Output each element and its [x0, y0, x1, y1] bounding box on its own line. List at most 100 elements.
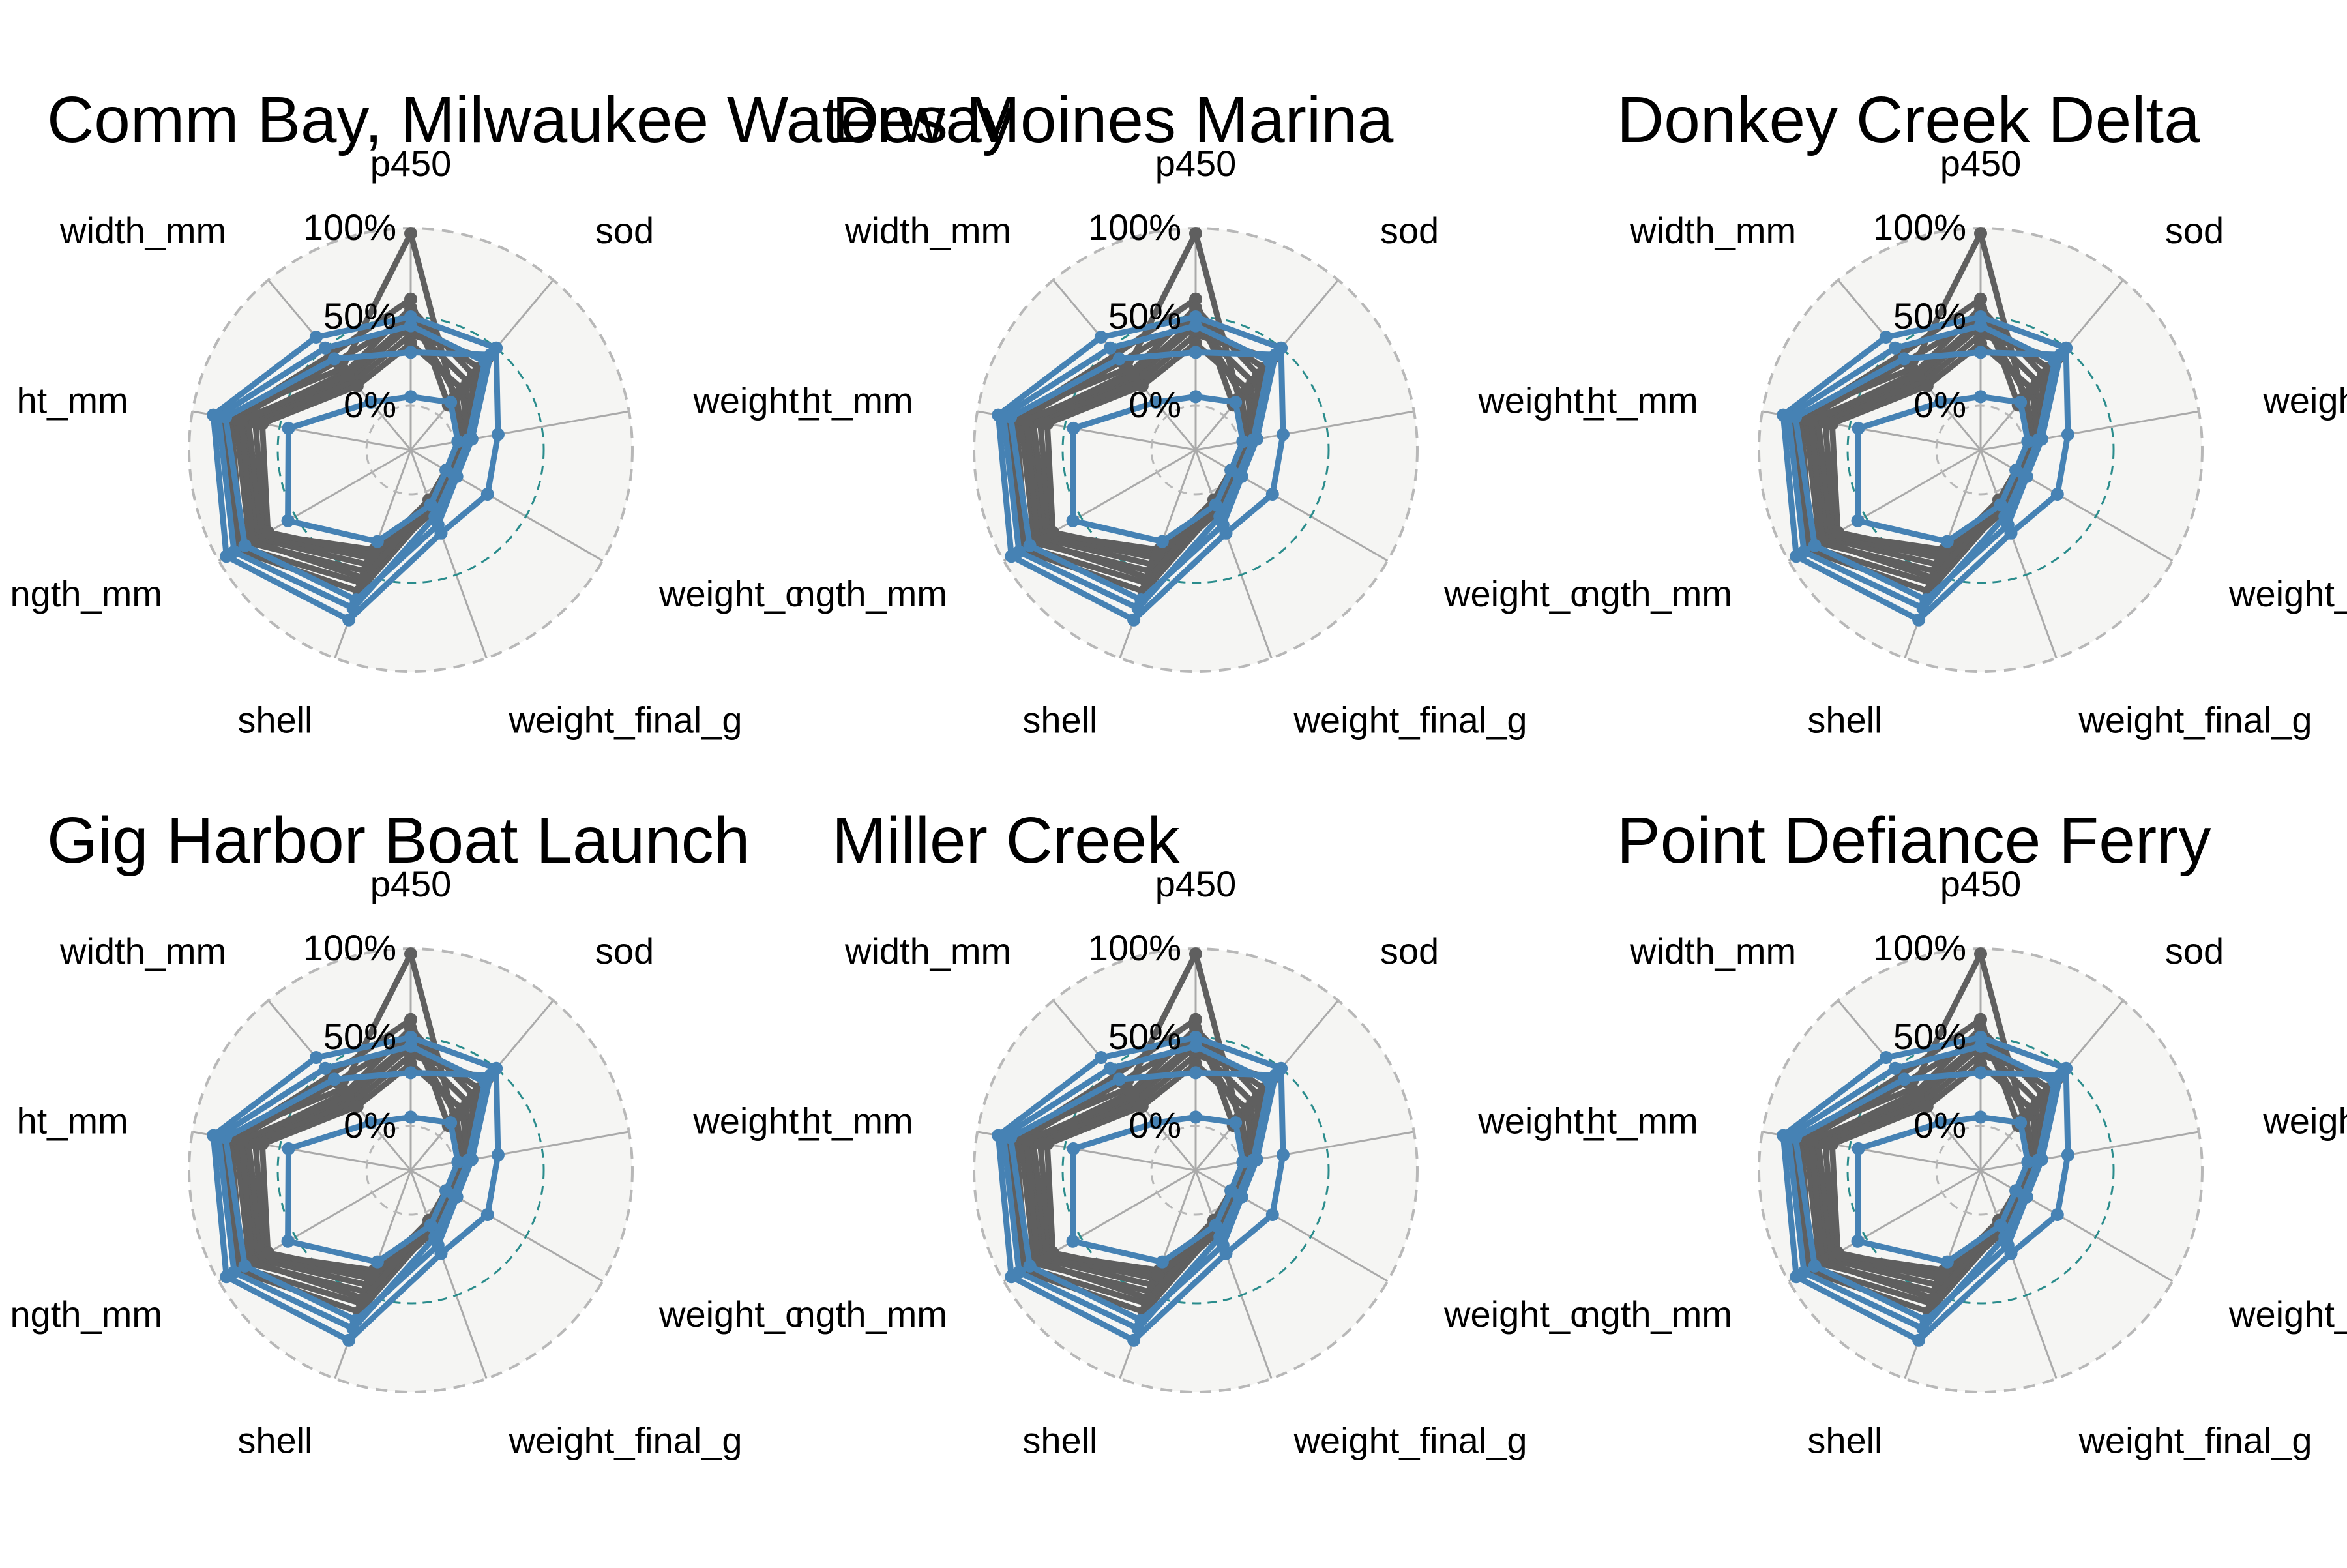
series-highlight: [997, 319, 1277, 615]
series-highlight-point: [1912, 613, 1926, 627]
series-highlight-line: [995, 314, 1286, 623]
series-highlight-line: [1785, 1043, 2058, 1332]
axis-label: weight_final_g: [1293, 699, 1527, 740]
axis-label: p450: [1155, 863, 1237, 904]
axis-label: weight_c: [2228, 573, 2347, 614]
series-highlight-point: [1916, 601, 1930, 615]
series-highlight-point: [1808, 1259, 1822, 1273]
grid-label: 100%: [1088, 927, 1181, 968]
axis-label: p450: [1940, 143, 2022, 184]
radar-spoke: [1194, 449, 1273, 659]
axis-label: sod: [595, 930, 654, 971]
series-highlight-point: [428, 1230, 442, 1244]
series-highlight-point: [424, 1219, 437, 1232]
series-highlight-point: [370, 535, 384, 548]
series-other-point: [261, 525, 274, 539]
grid-label: 0%: [1913, 384, 1966, 425]
axis-label: width_mm: [844, 930, 1011, 971]
axis-label: width_mm: [59, 210, 226, 251]
series-highlight-line: [215, 323, 488, 612]
series-highlight-point: [1149, 396, 1162, 409]
series-other-point: [2025, 382, 2039, 396]
series-highlight-line: [1785, 323, 2058, 612]
series-other-point: [357, 571, 371, 585]
series-highlight-point: [1916, 1322, 1930, 1335]
series-other-point: [1911, 368, 1925, 382]
series-highlight-point: [212, 409, 226, 423]
series-highlight: [1782, 1039, 2061, 1335]
axis-label: weight_: [692, 1101, 819, 1142]
series-highlight-point: [2061, 428, 2074, 441]
axis-label: ngth_mm: [1580, 573, 1732, 614]
axis-label: shell: [1022, 699, 1097, 740]
series-highlight-point: [1974, 390, 1987, 404]
series-highlight-point: [1094, 331, 1108, 344]
series-highlight-point: [1974, 319, 1987, 333]
panel-title: Gig Harbor Boat Launch: [47, 804, 750, 877]
series-other-point: [1189, 227, 1202, 241]
series-other-line: [1023, 1037, 1267, 1302]
series-highlight-point: [282, 421, 295, 435]
series-other: [1041, 1057, 1260, 1282]
axis-label: weight_: [1477, 380, 1604, 421]
series-highlight-point: [1149, 1116, 1162, 1130]
series-highlight-line: [1070, 393, 1246, 545]
axis-label: weight_c: [658, 1294, 803, 1335]
series-other-point: [1126, 368, 1140, 382]
series-other-point: [1135, 379, 1149, 393]
series-highlight-point: [1247, 433, 1260, 447]
series-highlight-point: [451, 1155, 465, 1169]
series-highlight-point: [1189, 1039, 1202, 1053]
series-other-point: [1126, 1089, 1140, 1102]
series-highlight-point: [1974, 1066, 1987, 1080]
series-highlight-point: [1131, 1322, 1145, 1335]
series-highlight-point: [281, 514, 295, 527]
series-other-point: [1189, 947, 1202, 961]
series-other-point: [1825, 417, 1839, 430]
series-highlight-point: [480, 1208, 494, 1221]
axis-label: ht_mm: [17, 1101, 128, 1142]
axis-label: weight_c: [1443, 1294, 1588, 1335]
series-highlight-point: [2014, 1116, 2028, 1130]
series-highlight-point: [1209, 498, 1222, 512]
series-highlight-point: [1974, 1039, 1987, 1053]
grid-label: 50%: [1893, 295, 1966, 336]
series-highlight-point: [228, 545, 241, 559]
series-highlight-point: [1998, 1230, 2012, 1244]
series-highlight-point: [1247, 1153, 1260, 1167]
series-highlight-point: [462, 433, 475, 447]
series-other-point: [256, 1137, 269, 1151]
series-highlight-point: [451, 435, 465, 449]
series-highlight-line: [215, 1043, 488, 1332]
series-other-line: [238, 1037, 482, 1302]
series-other-point: [341, 1089, 355, 1102]
series-highlight-point: [281, 1234, 295, 1248]
axis-label: ht_mm: [17, 380, 128, 421]
grid-label: 100%: [1873, 927, 1966, 968]
series-other-line: [1044, 1061, 1256, 1279]
series-highlight-point: [1797, 1265, 1811, 1279]
axis-label: weight_: [2262, 380, 2347, 421]
radar-panel: 0% 50% 100% p450 sod weight_ weight_c weight_fi…: [795, 804, 1605, 1460]
series-highlight-point: [404, 1110, 417, 1124]
radar-spoke: [409, 1170, 488, 1380]
grid-label: 0%: [1129, 384, 1181, 425]
series-other-line: [1023, 317, 1267, 582]
series-highlight-point: [1897, 352, 1911, 366]
series-other-point: [1046, 1246, 1059, 1260]
series-other-line: [1808, 317, 2052, 582]
series-highlight-point: [364, 1116, 377, 1130]
series-other-point: [1135, 1100, 1149, 1114]
series-highlight-point: [1155, 1255, 1169, 1269]
series-highlight-point: [1851, 1234, 1865, 1248]
series-highlight-point: [1012, 545, 1026, 559]
series-highlight-point: [1209, 1219, 1222, 1232]
series-highlight-point: [1782, 409, 1795, 423]
series-highlight-line: [1855, 1114, 2031, 1265]
axis-label: ht_mm: [1587, 380, 1698, 421]
series-other-line: [238, 317, 482, 582]
series-other-point: [1911, 1089, 1925, 1102]
grid-label: 100%: [303, 927, 396, 968]
axis-label: p450: [1155, 143, 1237, 184]
series-highlight-point: [1940, 1255, 1954, 1269]
